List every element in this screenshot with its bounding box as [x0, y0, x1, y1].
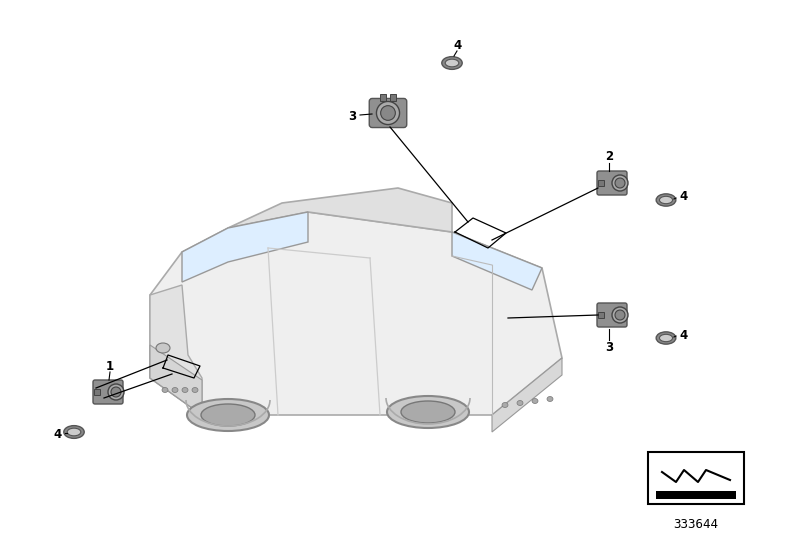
Text: 333644: 333644 [674, 518, 718, 531]
Ellipse shape [172, 388, 178, 393]
Ellipse shape [502, 403, 508, 408]
Ellipse shape [612, 307, 628, 323]
Polygon shape [182, 212, 308, 282]
Ellipse shape [612, 175, 628, 191]
Text: 4: 4 [680, 189, 688, 203]
Ellipse shape [156, 343, 170, 353]
Bar [598, 180, 604, 186]
Ellipse shape [615, 178, 625, 188]
Ellipse shape [401, 401, 455, 423]
Ellipse shape [659, 334, 673, 342]
Ellipse shape [182, 388, 188, 393]
Text: 3: 3 [348, 110, 356, 123]
Ellipse shape [108, 384, 124, 400]
Ellipse shape [532, 399, 538, 404]
Text: 4: 4 [54, 427, 62, 441]
Ellipse shape [656, 194, 676, 206]
Ellipse shape [201, 404, 255, 426]
Ellipse shape [517, 400, 523, 405]
Bar [656, 491, 736, 499]
Ellipse shape [659, 197, 673, 204]
Ellipse shape [446, 59, 459, 67]
Ellipse shape [377, 101, 399, 124]
Text: 2: 2 [605, 150, 613, 162]
Text: 4: 4 [454, 39, 462, 52]
FancyBboxPatch shape [370, 99, 406, 128]
Ellipse shape [615, 310, 625, 320]
Polygon shape [150, 212, 562, 415]
Bar [94, 389, 100, 395]
Ellipse shape [64, 426, 84, 438]
Bar [598, 312, 604, 318]
Ellipse shape [162, 388, 168, 393]
Bar [390, 94, 397, 101]
Ellipse shape [67, 428, 81, 436]
Text: 1: 1 [106, 360, 114, 372]
Ellipse shape [192, 388, 198, 393]
Ellipse shape [442, 57, 462, 69]
Polygon shape [492, 358, 562, 432]
Polygon shape [228, 188, 452, 232]
Bar [380, 94, 386, 101]
FancyBboxPatch shape [597, 303, 627, 327]
Ellipse shape [387, 396, 469, 428]
FancyBboxPatch shape [597, 171, 627, 195]
Ellipse shape [656, 332, 676, 344]
Ellipse shape [381, 106, 395, 120]
Polygon shape [452, 232, 542, 290]
Ellipse shape [111, 387, 121, 397]
Polygon shape [150, 345, 202, 415]
Text: 4: 4 [680, 329, 688, 342]
Ellipse shape [187, 399, 269, 431]
Ellipse shape [547, 396, 553, 402]
FancyBboxPatch shape [93, 380, 123, 404]
Text: 3: 3 [605, 340, 613, 353]
Bar [648, 452, 744, 504]
Polygon shape [150, 285, 202, 415]
